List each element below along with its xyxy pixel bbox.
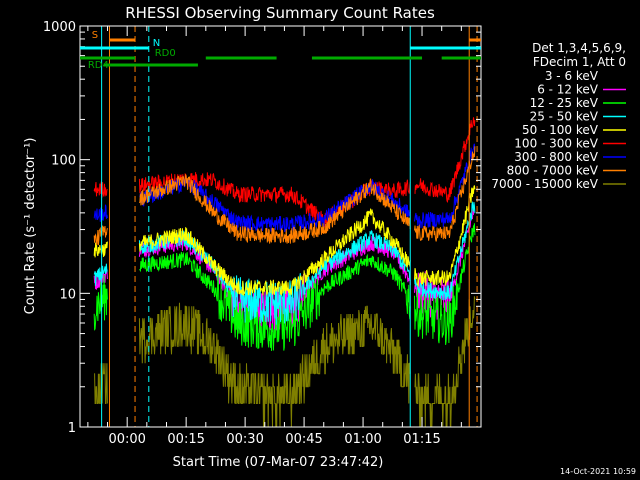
x-tick-label-1: 00:15 [167,432,204,447]
flag-label-rd0: RD0 [155,48,176,59]
series-line-2 [93,223,476,351]
series-line-4 [93,185,476,296]
series-line-6 [93,143,476,232]
y-tick-label-1: 10 [59,287,76,302]
flag-label-rd4: RD4 [88,60,109,71]
axes: 1 10 100 1000 00:00 00:15 00:30 00:45 01:00 01:15 [43,20,481,447]
legend-label-5: 100 - 300 keV [514,137,598,151]
x-tick-label-2: 00:30 [226,432,263,447]
legend-label-0: 3 - 6 keV [545,69,599,83]
legend-header-line-1: Det 1,3,4,5,6,9, [532,41,626,55]
footer-date: 14-Oct-2021 10:59 [560,467,636,476]
y-axis-label: Count Rate (s⁻¹ detector⁻¹) [23,138,38,315]
flag-label-s: S [92,30,98,41]
y-tick-label-2: 100 [51,154,76,169]
x-tick-label-0: 00:00 [108,432,145,447]
y-tick-label-3: 1000 [43,20,76,35]
series-line-7 [93,146,476,246]
legend-label-1: 6 - 12 keV [537,83,599,97]
legend: Det 1,3,4,5,6,9, FDecim 1, Att 0 3 - 6 k… [491,41,626,191]
legend-label-2: 12 - 25 keV [530,96,599,110]
legend-label-3: 25 - 50 keV [530,110,599,124]
chart-title: RHESSI Observing Summary Count Rates [125,4,435,22]
legend-label-4: 50 - 100 keV [522,123,599,137]
y-tick-label-0: 1 [68,421,76,436]
legend-header-line-2: FDecim 1, Att 0 [533,55,626,69]
series-line-3 [93,200,476,325]
legend-label-6: 300 - 800 keV [514,150,598,164]
plot-content [93,26,482,428]
plot-frame [79,25,482,428]
x-tick-label-3: 00:45 [285,432,322,447]
x-axis-label: Start Time (07-Mar-07 23:47:42) [173,455,384,470]
legend-label-8: 7000 - 15000 keV [491,177,598,191]
x-tick-label-4: 01:00 [344,432,381,447]
flag-label-n: N [153,38,160,49]
series-line-8 [94,296,476,428]
x-tick-label-5: 01:15 [403,432,440,447]
legend-label-7: 800 - 7000 keV [507,164,599,178]
